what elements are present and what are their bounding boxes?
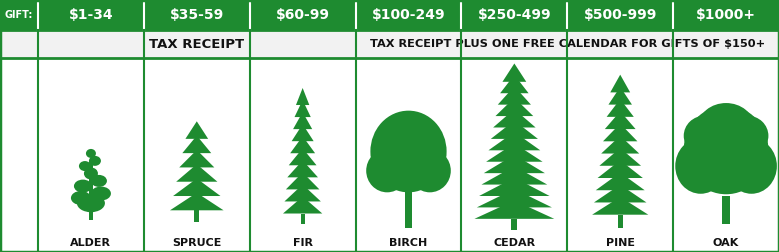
Polygon shape: [607, 99, 634, 117]
Polygon shape: [179, 150, 214, 167]
Polygon shape: [284, 184, 321, 201]
Bar: [89, 207, 93, 220]
Ellipse shape: [77, 194, 105, 212]
Polygon shape: [601, 136, 640, 153]
Text: FIR: FIR: [293, 238, 312, 248]
Text: OAK: OAK: [713, 238, 739, 248]
Text: SPRUCE: SPRUCE: [172, 238, 221, 248]
Polygon shape: [488, 132, 541, 150]
Bar: [0, 30, 779, 58]
Bar: [511, 219, 517, 230]
Polygon shape: [185, 121, 208, 139]
Text: TAX RECEIPT: TAX RECEIPT: [150, 38, 245, 50]
Polygon shape: [291, 136, 315, 153]
Ellipse shape: [370, 111, 446, 192]
Ellipse shape: [409, 149, 451, 192]
Bar: [405, 162, 412, 228]
Polygon shape: [176, 164, 217, 182]
Polygon shape: [293, 112, 312, 129]
Ellipse shape: [366, 149, 408, 192]
Ellipse shape: [89, 156, 101, 166]
Ellipse shape: [675, 138, 726, 194]
Ellipse shape: [408, 124, 442, 160]
Text: $1-34: $1-34: [69, 8, 113, 22]
Polygon shape: [495, 98, 534, 116]
Text: $1000+: $1000+: [696, 8, 756, 22]
Polygon shape: [498, 86, 531, 105]
Ellipse shape: [684, 116, 726, 156]
Bar: [0, 0, 779, 30]
Text: TAX RECEIPT PLUS ONE FREE CALENDAR FOR GIFTS OF $150+: TAX RECEIPT PLUS ONE FREE CALENDAR FOR G…: [370, 39, 765, 49]
Polygon shape: [283, 197, 323, 213]
Text: $100-249: $100-249: [372, 8, 446, 22]
Polygon shape: [605, 111, 636, 129]
Bar: [89, 162, 93, 207]
Ellipse shape: [375, 124, 409, 160]
Polygon shape: [486, 143, 543, 162]
Bar: [194, 210, 199, 222]
Text: $35-59: $35-59: [170, 8, 224, 22]
Polygon shape: [597, 160, 643, 178]
Polygon shape: [481, 166, 548, 184]
Text: BIRCH: BIRCH: [390, 238, 428, 248]
Polygon shape: [502, 64, 527, 82]
Polygon shape: [294, 100, 311, 117]
Bar: [618, 215, 622, 228]
Polygon shape: [608, 87, 632, 105]
Ellipse shape: [84, 168, 98, 179]
Text: $250-499: $250-499: [478, 8, 552, 22]
Ellipse shape: [91, 175, 107, 187]
Polygon shape: [170, 193, 224, 210]
Polygon shape: [474, 201, 554, 219]
Polygon shape: [479, 178, 550, 196]
Ellipse shape: [71, 191, 91, 205]
Polygon shape: [173, 178, 220, 196]
Polygon shape: [484, 155, 545, 173]
Text: ALDER: ALDER: [70, 238, 111, 248]
Polygon shape: [286, 172, 319, 190]
Ellipse shape: [86, 149, 96, 158]
Polygon shape: [599, 148, 641, 166]
Polygon shape: [491, 120, 538, 139]
Polygon shape: [477, 189, 552, 207]
Bar: [722, 196, 730, 224]
Polygon shape: [296, 88, 309, 105]
Ellipse shape: [79, 161, 91, 171]
Bar: [301, 213, 305, 224]
Polygon shape: [603, 123, 637, 141]
Bar: [0, 58, 779, 252]
Ellipse shape: [699, 103, 753, 148]
Ellipse shape: [726, 138, 777, 194]
Polygon shape: [594, 185, 647, 202]
Ellipse shape: [726, 116, 768, 156]
Polygon shape: [610, 75, 630, 92]
Polygon shape: [500, 75, 529, 93]
Ellipse shape: [684, 106, 768, 194]
Polygon shape: [596, 172, 645, 190]
Text: CEDAR: CEDAR: [493, 238, 535, 248]
Polygon shape: [289, 148, 316, 165]
Polygon shape: [592, 197, 648, 215]
Ellipse shape: [91, 186, 111, 201]
Text: $500-999: $500-999: [583, 8, 657, 22]
Polygon shape: [182, 136, 211, 153]
Text: GIFT:: GIFT:: [5, 10, 33, 20]
Polygon shape: [493, 109, 536, 128]
Polygon shape: [291, 124, 314, 141]
Polygon shape: [287, 160, 318, 177]
Text: PINE: PINE: [606, 238, 635, 248]
Text: $60-99: $60-99: [276, 8, 330, 22]
Ellipse shape: [74, 180, 92, 193]
